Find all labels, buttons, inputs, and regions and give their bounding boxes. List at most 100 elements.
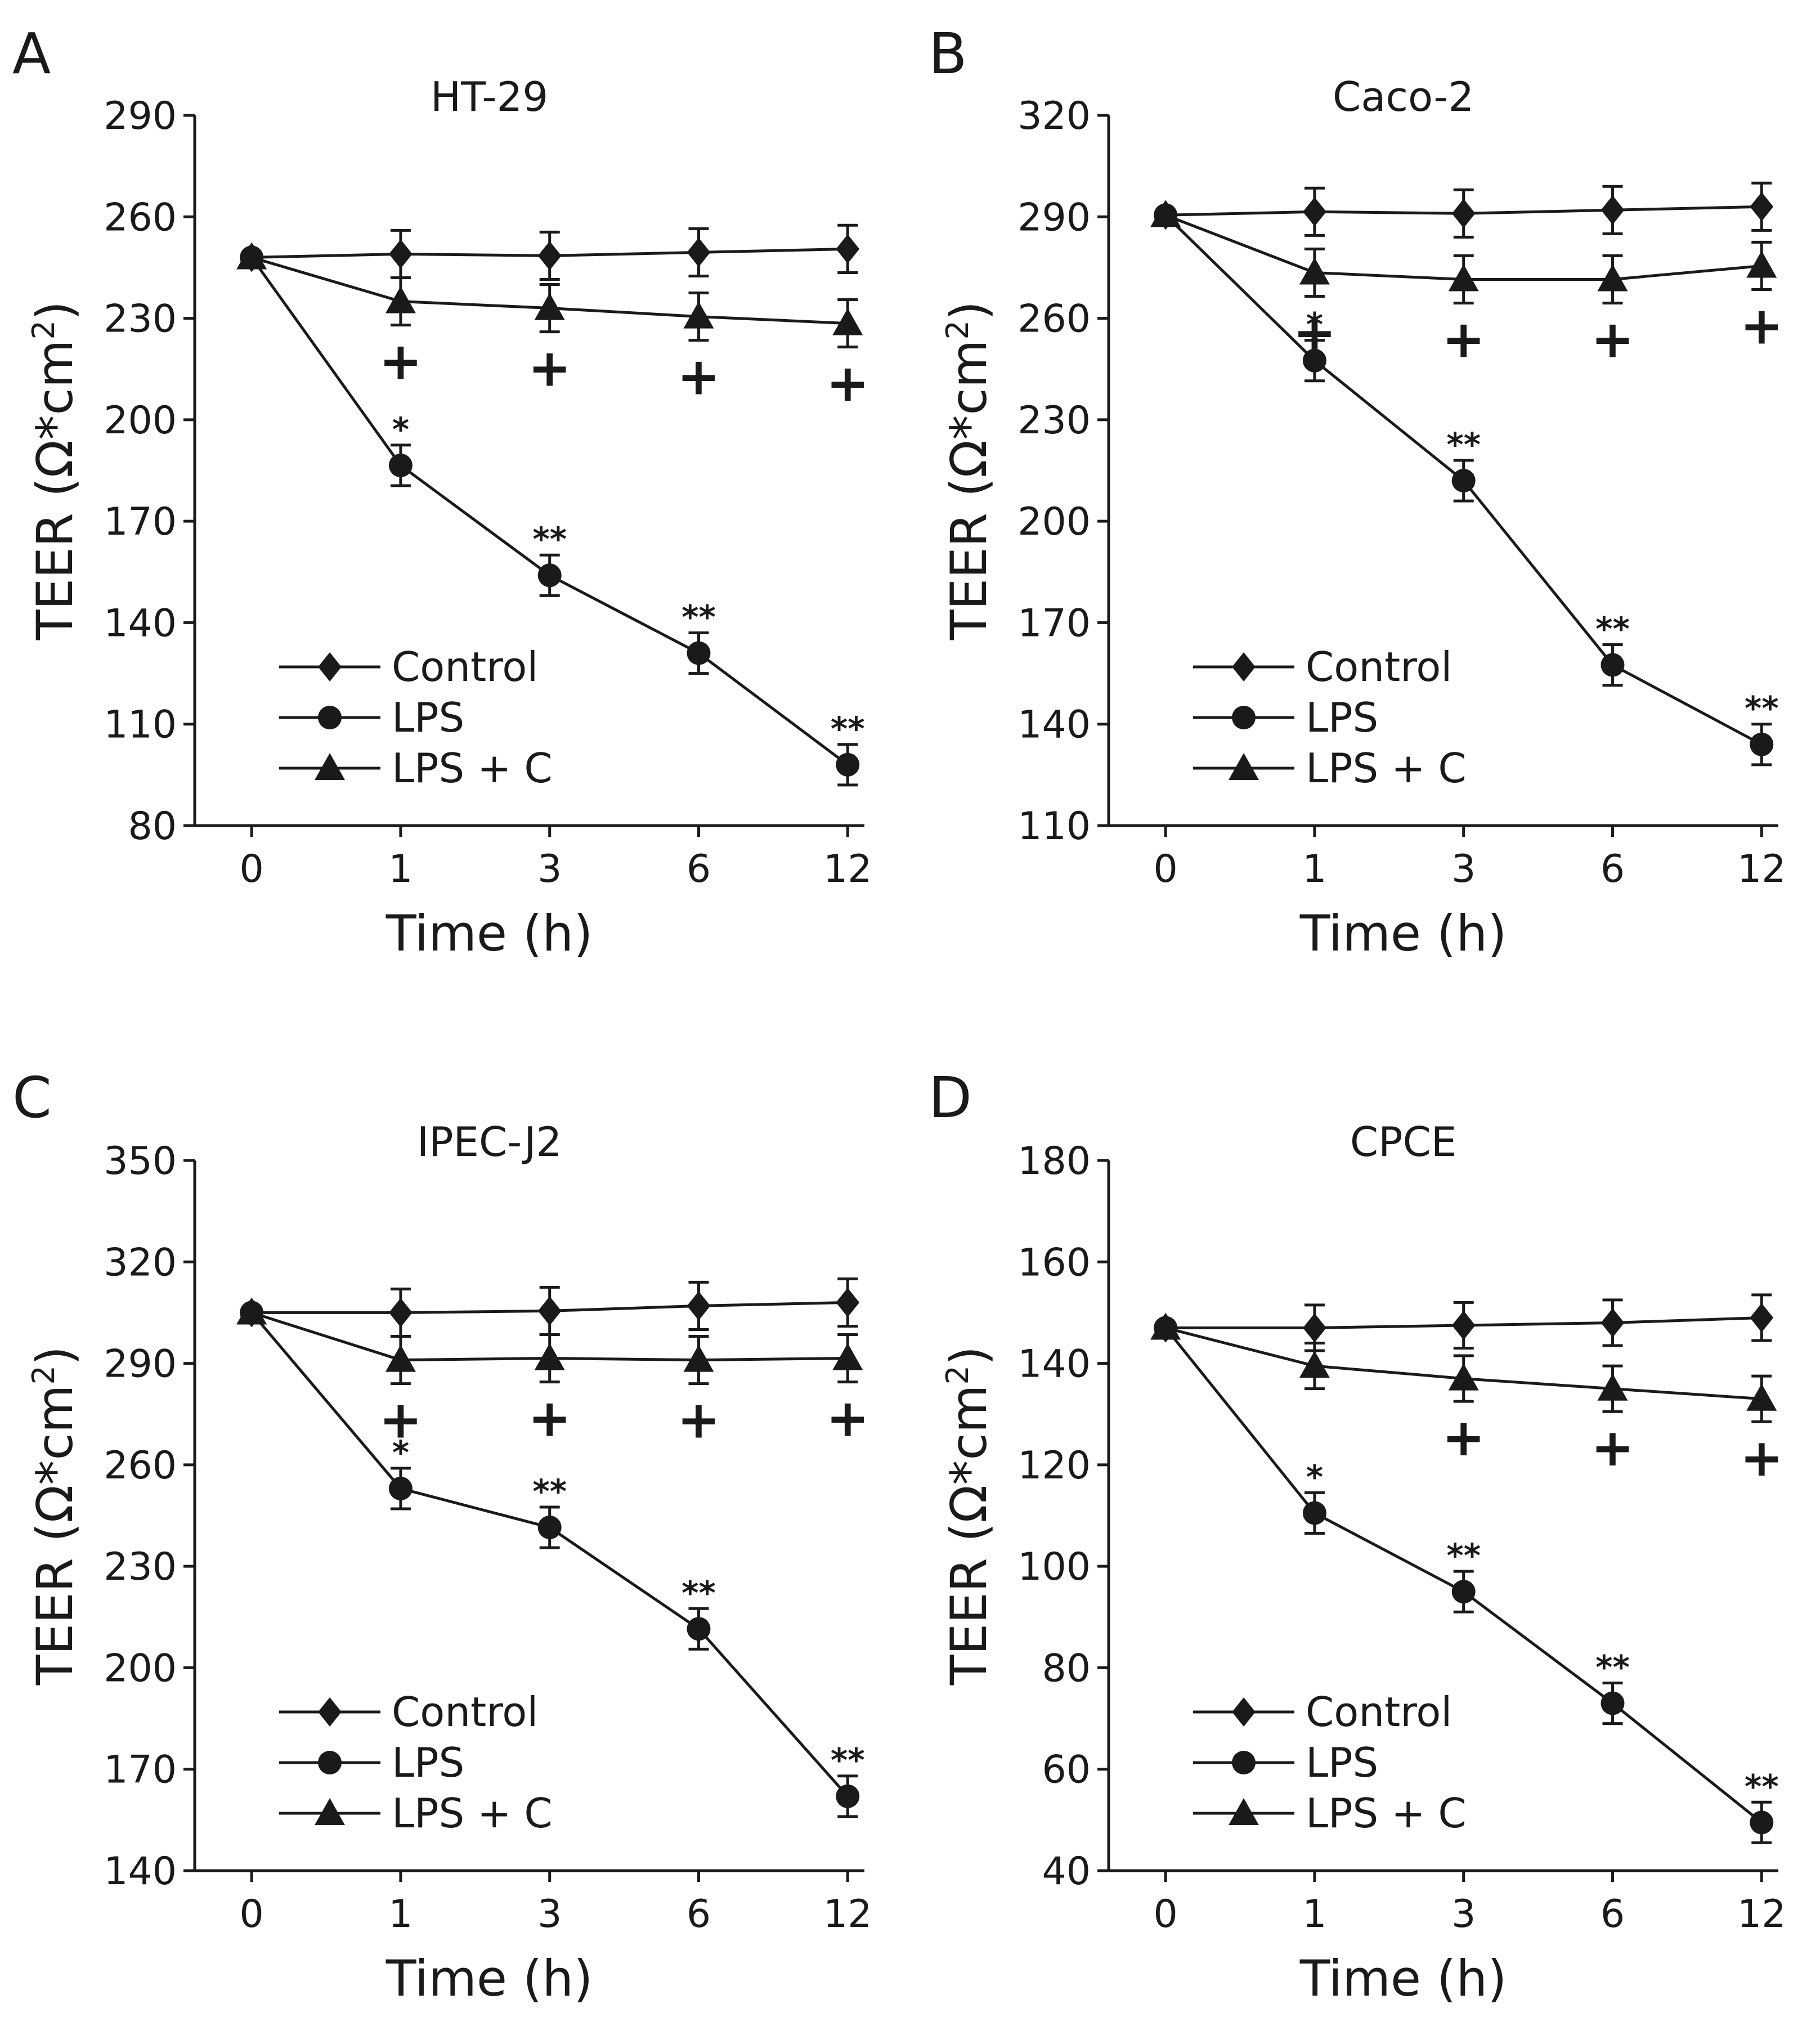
y-tick-label: 320 <box>1017 94 1091 138</box>
series-circle <box>1154 203 1774 767</box>
data-point <box>1299 1351 1330 1378</box>
series-triangle <box>1150 200 1777 305</box>
series-triangle <box>1150 1312 1777 1423</box>
significance-mark: ** <box>1745 1767 1779 1805</box>
data-point <box>1451 469 1476 493</box>
data-point <box>1750 732 1774 756</box>
y-tick-label: 260 <box>104 195 177 240</box>
significance-mark: + <box>1740 295 1783 356</box>
significance-mark: * <box>392 410 409 449</box>
significance-mark: + <box>826 353 869 414</box>
data-point <box>1601 195 1625 225</box>
significance-mark: ** <box>1446 1536 1481 1575</box>
data-point <box>836 752 860 777</box>
data-point <box>1150 200 1181 227</box>
series-diamond <box>1154 1293 1774 1352</box>
data-point <box>1451 1580 1476 1604</box>
x-tick-label: 0 <box>240 847 264 891</box>
data-point <box>832 1343 863 1370</box>
significance-mark: * <box>392 1433 409 1472</box>
x-tick-label: 0 <box>1154 1892 1178 1937</box>
series-triangle <box>236 1297 863 1386</box>
significance-mark: + <box>528 338 571 398</box>
x-tick-label: 1 <box>388 847 413 891</box>
y-tick-label: 160 <box>1017 1240 1091 1285</box>
significance-mark: + <box>528 1388 571 1449</box>
x-tick-label: 12 <box>1737 1892 1786 1937</box>
legend-label: LPS <box>1306 1739 1378 1786</box>
significance-mark: ** <box>532 520 567 558</box>
data-point <box>1601 1691 1625 1715</box>
legend-label: Control <box>392 1688 538 1736</box>
x-tick-label: 0 <box>1154 847 1178 891</box>
y-tick-label: 290 <box>104 94 177 138</box>
x-tick-label: 6 <box>1601 847 1625 891</box>
data-point <box>385 1344 416 1372</box>
data-point <box>1750 1303 1774 1333</box>
data-point <box>1451 1310 1476 1340</box>
y-tick-label: 290 <box>1017 195 1091 240</box>
data-point <box>388 1476 413 1500</box>
x-axis-title: Time (h) <box>1299 1949 1507 2007</box>
legend-marker <box>1229 753 1259 781</box>
x-tick-label: 12 <box>823 1892 872 1937</box>
data-point <box>389 1298 413 1328</box>
y-tick-label: 80 <box>1042 1646 1091 1691</box>
significance-mark: ** <box>682 598 716 636</box>
significance-mark: + <box>379 331 422 392</box>
y-tick-label: 140 <box>104 601 177 646</box>
data-point <box>1303 1313 1326 1343</box>
y-tick-label: 320 <box>104 1240 177 1285</box>
significance-mark: + <box>379 1390 422 1450</box>
y-tick-label: 80 <box>128 804 177 849</box>
series-line <box>250 256 849 766</box>
significance-mark: ** <box>532 1472 567 1510</box>
data-point <box>836 234 860 264</box>
panel-title: Caco-2 <box>1333 73 1474 120</box>
panel-title: IPEC-J2 <box>417 1118 562 1166</box>
panel-letter: D <box>929 1065 972 1131</box>
panel-d: D CPCE 40 60 80 100 120 140 160 180 0 1 3 6 12 Time (h)… <box>929 1065 1786 2007</box>
data-point <box>832 308 863 335</box>
legend-label: LPS <box>1306 694 1378 741</box>
y-tick-label: 290 <box>104 1342 177 1387</box>
legend-marker <box>1232 1697 1256 1727</box>
x-tick-label: 3 <box>1451 847 1476 891</box>
legend-marker <box>318 652 342 682</box>
data-point <box>1448 264 1479 292</box>
significance-mark: * <box>1306 306 1323 344</box>
data-point <box>1448 1363 1479 1391</box>
significance-mark: + <box>1442 1408 1485 1468</box>
y-tick-label: 200 <box>104 1646 177 1691</box>
y-tick-label: 180 <box>1017 1139 1091 1184</box>
data-point <box>236 1297 267 1325</box>
data-point <box>385 286 416 313</box>
y-tick-label: 170 <box>104 1748 177 1792</box>
y-tick-label: 120 <box>1017 1444 1091 1488</box>
data-point <box>537 1516 562 1540</box>
y-tick-label: 170 <box>104 500 177 544</box>
data-point <box>1601 653 1625 677</box>
y-tick-label: 110 <box>1017 804 1091 849</box>
data-point <box>534 1343 565 1370</box>
legend-marker <box>315 1798 345 1826</box>
y-axis-title: TEER (Ω*cm2) <box>940 1346 998 1686</box>
panel-title: HT-29 <box>431 73 548 120</box>
panel-b: B Caco-2 110 140 170 200 230 260 290 320 0 1 3 6 12 Tim… <box>929 21 1786 962</box>
data-point <box>1746 1383 1777 1411</box>
x-tick-label: 0 <box>240 1892 264 1937</box>
data-point <box>1746 250 1777 278</box>
significance-mark: ** <box>831 1741 865 1780</box>
data-point <box>683 1344 714 1372</box>
legend-marker <box>318 1751 342 1774</box>
y-tick-label: 260 <box>1017 297 1091 342</box>
series-line <box>250 1311 849 1798</box>
panel-a: A HT-29 80 110 140 170 200 230 260 290 0 1 3 6 12 Time … <box>12 21 872 962</box>
y-tick-label: 230 <box>104 297 177 342</box>
y-tick-label: 110 <box>104 703 177 747</box>
data-point <box>537 563 562 588</box>
y-tick-label: 100 <box>1017 1545 1091 1589</box>
significance-mark: + <box>1293 303 1336 363</box>
significance-mark: + <box>826 1388 869 1449</box>
y-tick-label: 170 <box>1017 601 1091 646</box>
